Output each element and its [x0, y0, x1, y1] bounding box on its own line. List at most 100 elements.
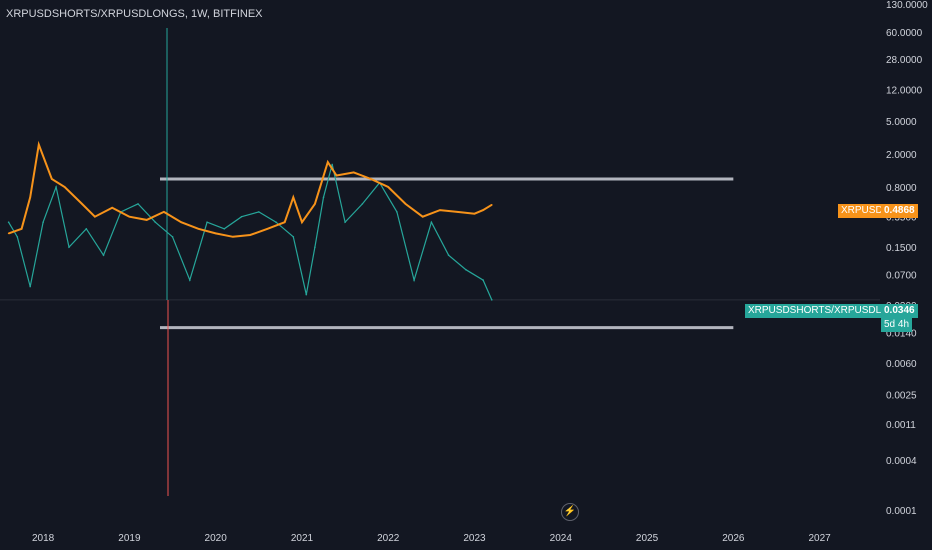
series-point — [344, 221, 346, 224]
drawn-horizontal-lines[interactable] — [160, 177, 734, 330]
x-tick-label: 2023 — [463, 533, 486, 544]
series-point — [413, 279, 415, 281]
series-line-xrpusd — [8, 140, 493, 238]
y-tick-label: 0.0011 — [886, 420, 916, 431]
y-tick-label: 60.0000 — [886, 28, 923, 39]
x-tick-label: 2019 — [118, 533, 141, 544]
series-point — [258, 211, 260, 213]
series-point — [266, 227, 269, 230]
x-tick-label: 2024 — [550, 533, 573, 544]
series-point — [490, 299, 493, 301]
series-point — [249, 234, 251, 236]
series-point — [275, 221, 277, 224]
series-point — [197, 227, 200, 230]
y-tick-label: 0.1500 — [886, 243, 917, 254]
x-tick-label: 2026 — [722, 533, 745, 544]
series-point — [387, 186, 390, 188]
series-point — [482, 209, 484, 211]
series-point — [421, 215, 424, 218]
series-point — [214, 232, 217, 235]
series-point — [447, 254, 450, 256]
time-axis[interactable]: 2018 2019 2020 2021 2022 2023 2024 2025 2026 2027 — [32, 533, 831, 544]
series-point — [283, 221, 286, 224]
y-tick-label: 5.0000 — [886, 117, 917, 128]
series-point — [128, 215, 131, 218]
series-point — [7, 221, 10, 224]
series-point — [232, 236, 234, 238]
series-point — [85, 227, 88, 230]
series-point — [305, 293, 308, 296]
price-axis[interactable]: 130.0000 60.0000 28.0000 12.0000 5.0000 2.000… — [886, 0, 928, 517]
series-point — [29, 285, 31, 288]
series-point — [50, 178, 53, 180]
series-point — [404, 203, 407, 205]
series-point — [439, 209, 441, 211]
main-price-tag: 0.0346 — [881, 304, 918, 318]
x-tick-label: 2027 — [808, 533, 831, 544]
y-tick-label: 0.0140 — [886, 328, 917, 339]
series-point — [223, 227, 226, 230]
series-point — [20, 227, 23, 230]
series-point — [38, 143, 40, 146]
series-point — [314, 246, 316, 248]
series-point — [370, 178, 372, 180]
series-point — [456, 211, 459, 213]
series-point — [301, 221, 303, 224]
series-point — [482, 279, 484, 281]
series-point — [327, 161, 329, 163]
series-point — [473, 212, 476, 215]
chart-series — [7, 28, 493, 496]
xrpusd-price-tag: 0.4868 — [881, 204, 918, 218]
series-point — [352, 171, 355, 174]
y-tick-label: 0.0700 — [886, 271, 917, 282]
series-point — [7, 232, 10, 235]
series-point — [292, 236, 295, 238]
y-tick-label: 0.3500 — [886, 213, 917, 224]
series-point — [145, 219, 148, 221]
series-point — [240, 215, 243, 218]
series-point — [42, 221, 44, 224]
x-tick-label: 2022 — [377, 533, 400, 544]
series-point — [163, 211, 165, 213]
series-point — [490, 204, 493, 206]
series-point — [63, 186, 66, 188]
y-tick-label: 0.8000 — [886, 183, 917, 194]
chart-title: XRPUSDSHORTS/XRPUSDLONGS, 1W, BITFINEX — [6, 8, 263, 20]
series-point — [94, 215, 96, 218]
series-point — [335, 174, 338, 177]
series-point — [102, 254, 105, 256]
series-point — [171, 236, 174, 238]
series-point — [322, 196, 325, 199]
series-point — [331, 163, 333, 166]
series-point — [68, 246, 70, 248]
series-point — [29, 196, 31, 199]
series-point — [55, 186, 57, 188]
series-point — [430, 221, 433, 224]
main-symbol-label-tag: XRPUSDSHORTS/XRPUSDLONGS — [745, 304, 914, 318]
series-point — [137, 203, 139, 205]
y-tick-label: 130.0000 — [886, 0, 928, 11]
series-point — [189, 279, 191, 281]
lightning-bolt-icon[interactable]: ⚡ — [561, 503, 579, 521]
series-point — [111, 206, 113, 209]
y-tick-label: 0.0001 — [886, 506, 917, 517]
y-tick-label: 0.0025 — [886, 390, 917, 401]
y-tick-label: 28.0000 — [886, 55, 923, 66]
x-tick-label: 2025 — [636, 533, 659, 544]
y-tick-label: 12.0000 — [886, 86, 923, 97]
series-point — [292, 196, 295, 199]
x-tick-label: 2020 — [205, 533, 228, 544]
y-tick-label: 0.0004 — [886, 456, 917, 467]
bar-countdown-tag: 5d 4h — [881, 318, 913, 332]
series-point — [180, 221, 182, 224]
series-point — [16, 236, 19, 238]
series-point — [206, 221, 208, 224]
series-point — [314, 203, 316, 205]
series-point — [154, 221, 157, 224]
series-line-main — [8, 164, 493, 301]
x-tick-label: 2021 — [291, 533, 314, 544]
xrpusd-label-tag: XRPUSD — [838, 204, 886, 218]
series-point — [465, 268, 467, 271]
y-tick-label: 0.0060 — [886, 359, 917, 370]
